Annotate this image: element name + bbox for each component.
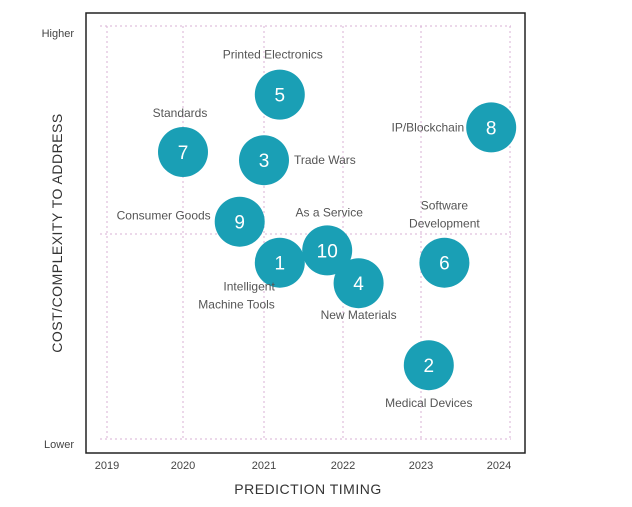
- bubble-circle: [403, 340, 454, 391]
- bubble-number: 1: [275, 254, 286, 275]
- bubble-label-9: Consumer Goods: [117, 209, 211, 223]
- bubble-circle: [254, 237, 305, 288]
- y-tick-higher: Higher: [42, 28, 75, 40]
- bubble-number: 7: [178, 143, 189, 164]
- y-tick-lower: Lower: [44, 439, 74, 451]
- bubble-circle: [214, 196, 265, 247]
- bubble-label-1: Intelligent Machine Tools: [198, 280, 275, 312]
- bubble-label-2: Medical Devices: [385, 396, 472, 410]
- bubble-number: 6: [439, 254, 450, 275]
- bubble-label-6: Software Development: [409, 199, 480, 231]
- bubble-number: 3: [259, 151, 270, 172]
- y-axis-title: COST/COMPLEXITY TO ADDRESS: [49, 113, 65, 352]
- x-tick-2024: 2024: [487, 460, 511, 472]
- bubble-number: 9: [234, 213, 245, 234]
- bubble-5: 5: [254, 69, 305, 120]
- bubble-labels: Intelligent Machine Tools Medical Devices T…: [117, 48, 481, 411]
- bubble-number: 4: [353, 274, 364, 295]
- bubble-10: 10: [302, 225, 353, 276]
- x-tick-2021: 2021: [252, 460, 276, 472]
- x-tick-2020: 2020: [171, 460, 195, 472]
- bubble-label-3: Trade Wars: [294, 153, 356, 167]
- bubble-number: 5: [275, 86, 286, 107]
- bubble-circle: [302, 225, 353, 276]
- x-axis-title: PREDICTION TIMING: [234, 481, 381, 497]
- bubble-circle: [419, 237, 470, 288]
- bubble-3: 3: [239, 135, 289, 186]
- plot-frame: [85, 12, 526, 454]
- bubble-6: 6: [419, 237, 470, 288]
- bubble-circle: [333, 258, 384, 309]
- bubble-label-5: Printed Electronics: [223, 48, 323, 62]
- bubble-label-4: New Materials: [321, 308, 397, 322]
- bubble-label-10: As a Service: [296, 205, 364, 219]
- bubble-label-7: Standards: [153, 106, 208, 120]
- x-tick-2023: 2023: [409, 460, 433, 472]
- x-tick-2019: 2019: [95, 460, 119, 472]
- bubble-8: 8: [466, 102, 517, 153]
- bubble-7: 7: [158, 127, 208, 177]
- bubbles: 1 2 3 4 5 6 7 8 9 10: [158, 69, 517, 391]
- bubble-circle: [254, 69, 305, 120]
- bubble-9: 9: [214, 196, 265, 247]
- bubble-label-8: IP/Blockchain: [391, 120, 464, 134]
- bubble-number: 2: [424, 356, 435, 377]
- bubble-2: 2: [403, 340, 454, 391]
- bubble-4: 4: [333, 258, 384, 309]
- bubble-number: 8: [486, 118, 497, 139]
- bubble-circle: [466, 102, 517, 153]
- bubble-1: 1: [254, 237, 305, 288]
- bubble-circle: [239, 135, 289, 186]
- bubble-number: 10: [317, 241, 338, 262]
- bubble-circle: [158, 127, 208, 177]
- x-tick-2022: 2022: [331, 460, 355, 472]
